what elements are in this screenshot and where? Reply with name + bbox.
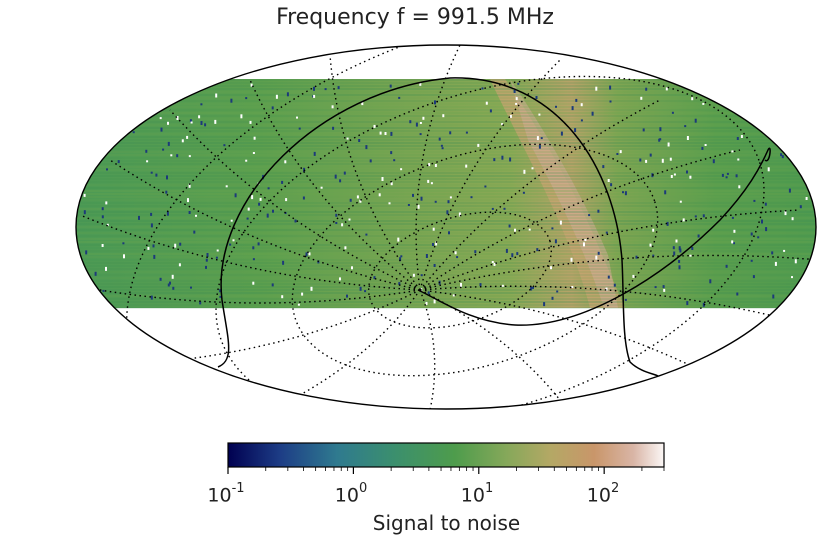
colorbar-tick-1: 100: [334, 481, 368, 507]
survey-coverage: [76, 79, 816, 309]
galactic-plane-curve: [217, 77, 659, 377]
scan-stripes: [76, 79, 816, 309]
galactic-plane-curve-2: [417, 147, 771, 326]
map-outline: [75, 44, 817, 410]
colorbar-tick-2: 101: [460, 481, 494, 507]
colorbar: [227, 442, 665, 468]
map-title: Frequency f = 991.5 MHz: [276, 5, 554, 30]
colorbar-tick-0: 10-1: [207, 481, 245, 507]
colorbar-label: Signal to noise: [372, 511, 521, 535]
colorbar-tick-3: 102: [586, 481, 620, 507]
colorbar-ticks: [227, 467, 665, 474]
